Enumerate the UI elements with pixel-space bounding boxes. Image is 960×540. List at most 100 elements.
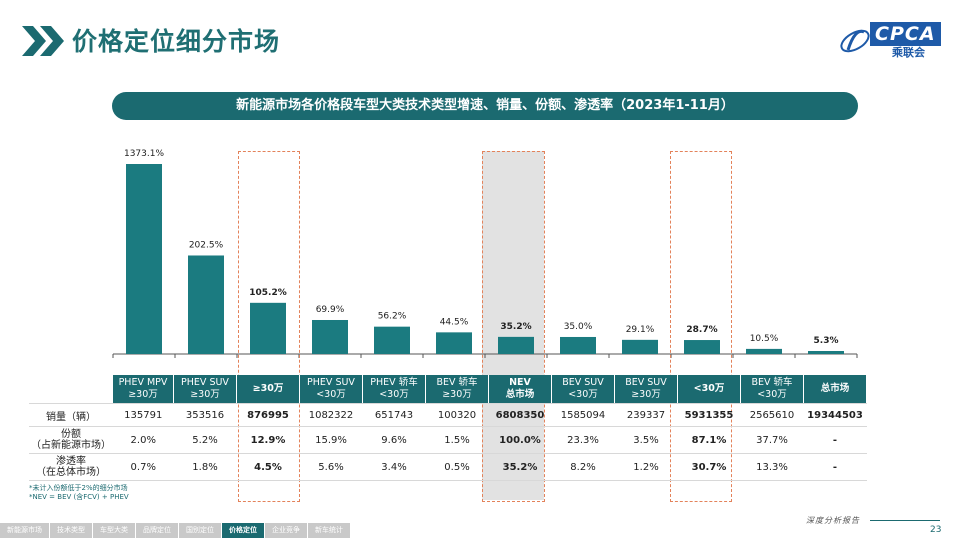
table-cell: 4.5%	[236, 453, 300, 481]
chart-banner: 新能源市场各价格段车型大类技术类型增速、销量、份额、渗透率（2023年1-11月…	[112, 92, 858, 120]
bar-0	[126, 164, 162, 354]
row-label: 份额 （占新能源市场）	[29, 426, 113, 454]
table-header-cell: ≥30万	[236, 375, 300, 404]
nav-item-price-position[interactable]: 价格定位	[222, 523, 264, 538]
report-tag: 深度分析报告	[806, 516, 860, 525]
table-cell: 9.6%	[362, 426, 426, 454]
table-cell: 3.5%	[614, 426, 678, 454]
row-label: 渗透率 （在总体市场）	[29, 453, 113, 481]
bar-value-label-3: 69.9%	[316, 305, 345, 315]
bar-value-label-1: 202.5%	[189, 240, 224, 250]
page-number: 23	[930, 525, 942, 535]
bar-value-label-6: 35.2%	[500, 322, 531, 332]
table-cell: 37.7%	[740, 426, 804, 454]
table-header-row: PHEV MPV ≥30万 PHEV SUV ≥30万 ≥30万 PHEV SUV <…	[29, 375, 867, 404]
bar-7	[560, 336, 596, 354]
table-cell: 2.0%	[113, 426, 174, 454]
table-cell: 13.3%	[740, 453, 804, 481]
table-header-cell: PHEV SUV <30万	[299, 375, 363, 404]
bars-group: 1373.1% 202.5% 105.2% 69.9% 56.2% 44.5% 35.2% 3…	[112, 149, 858, 358]
table-row-sales: 销量（辆） 135791 353516 876995 1082322 65174…	[29, 403, 867, 427]
table-cell: 353516	[173, 403, 237, 427]
cpca-emblem-icon	[840, 29, 870, 53]
bar-6	[498, 336, 534, 354]
section-nav: 新能源市场 技术类型 车型大类 品牌定位 国别定位 价格定位 企业竞争 新车统计	[0, 523, 351, 538]
highlight-box-nev	[482, 151, 545, 502]
bar-value-label-10: 10.5%	[750, 334, 779, 344]
table-cell: 3.4%	[362, 453, 426, 481]
table-cell: 876995	[236, 403, 300, 427]
footnotes: *未计入份额低于2%的细分市场 *NEV = BEV (含FCV) + PHEV	[29, 484, 129, 502]
highlight-box-30w-minus	[670, 151, 732, 502]
growth-bar-chart: 1373.1% 202.5% 105.2% 69.9% 56.2% 44.5% 35.2% 3…	[112, 149, 858, 358]
row-label: 销量（辆）	[29, 403, 113, 427]
title-chevron-icon	[22, 26, 64, 56]
chart-banner-text: 新能源市场各价格段车型大类技术类型增速、销量、份额、渗透率（2023年1-11月…	[236, 98, 734, 113]
table-corner-cell	[29, 375, 113, 404]
nav-item-nev-market[interactable]: 新能源市场	[0, 523, 49, 538]
table-cell: 23.3%	[551, 426, 615, 454]
nav-item-country-position[interactable]: 国别定位	[179, 523, 221, 538]
bar-value-label-5: 44.5%	[440, 317, 469, 327]
table-cell: 0.7%	[113, 453, 174, 481]
table-cell: 35.2%	[488, 453, 552, 481]
bar-value-label-7: 35.0%	[564, 322, 593, 332]
table-cell: 1585094	[551, 403, 615, 427]
bar-9	[684, 340, 720, 354]
table-cell: 135791	[113, 403, 174, 427]
table-cell: -	[803, 453, 867, 481]
table-cell: -	[803, 426, 867, 454]
page-title: 价格定位细分市场	[72, 27, 281, 56]
bar-5	[436, 332, 472, 354]
table-row-penetration: 渗透率 （在总体市场） 0.7% 1.8% 4.5% 5.6% 3.4% 0.5%…	[29, 453, 867, 481]
nav-item-new-car-stats[interactable]: 新车统计	[308, 523, 350, 538]
table-cell: 1082322	[299, 403, 363, 427]
footnote-2: *NEV = BEV (含FCV) + PHEV	[29, 493, 129, 501]
table-header-cell: BEV 轿车 <30万	[740, 375, 804, 404]
table-cell: 6808350	[488, 403, 552, 427]
highlight-box-30w-plus	[238, 151, 300, 502]
table-cell: 5931355	[677, 403, 741, 427]
table-row-share: 份额 （占新能源市场） 2.0% 5.2% 12.9% 15.9% 9.6% 1.…	[29, 426, 867, 454]
table-cell: 100.0%	[488, 426, 552, 454]
bar-4	[374, 326, 410, 354]
nav-item-vehicle-class[interactable]: 车型大类	[93, 523, 135, 538]
bar-value-label-0: 1373.1%	[124, 149, 164, 159]
bar-8	[622, 339, 658, 354]
table-header-cell: 总市场	[803, 375, 867, 404]
table-cell: 87.1%	[677, 426, 741, 454]
table-header-cell: BEV 轿车 ≥30万	[425, 375, 489, 404]
table-cell: 30.7%	[677, 453, 741, 481]
table-cell: 2565610	[740, 403, 804, 427]
table-header-cell: BEV SUV <30万	[551, 375, 615, 404]
table-cell: 651743	[362, 403, 426, 427]
bar-2	[250, 302, 286, 354]
nav-item-tech-type[interactable]: 技术类型	[50, 523, 92, 538]
nav-item-brand-position[interactable]: 品牌定位	[136, 523, 178, 538]
bar-value-label-4: 56.2%	[378, 312, 407, 322]
bar-value-label-8: 29.1%	[626, 325, 655, 335]
bar-3	[312, 319, 348, 354]
data-table: PHEV MPV ≥30万 PHEV SUV ≥30万 ≥30万 PHEV SUV <…	[29, 375, 867, 481]
footer-divider	[870, 520, 940, 521]
table-cell: 0.5%	[425, 453, 489, 481]
table-header-cell: PHEV 轿车 <30万	[362, 375, 426, 404]
table-header-cell: PHEV MPV ≥30万	[113, 375, 174, 404]
table-header-cell: BEV SUV ≥30万	[614, 375, 678, 404]
bar-1	[188, 255, 224, 354]
table-cell: 8.2%	[551, 453, 615, 481]
nav-item-company-competition[interactable]: 企业竞争	[265, 523, 307, 538]
table-cell: 1.8%	[173, 453, 237, 481]
bar-value-label-11: 5.3%	[814, 336, 839, 346]
table-header-cell: PHEV SUV ≥30万	[173, 375, 237, 404]
logo-text: CPCA	[870, 22, 941, 46]
table-header-cell: <30万	[677, 375, 741, 404]
cpca-logo: CPCA 乘联会	[838, 22, 948, 59]
table-header-cell: NEV 总市场	[488, 375, 552, 404]
bar-value-label-2: 105.2%	[249, 288, 287, 298]
logo-subtext: 乘联会	[892, 46, 925, 59]
table-cell: 1.2%	[614, 453, 678, 481]
table-cell: 1.5%	[425, 426, 489, 454]
bar-10	[746, 348, 782, 354]
bar-11	[808, 351, 844, 354]
